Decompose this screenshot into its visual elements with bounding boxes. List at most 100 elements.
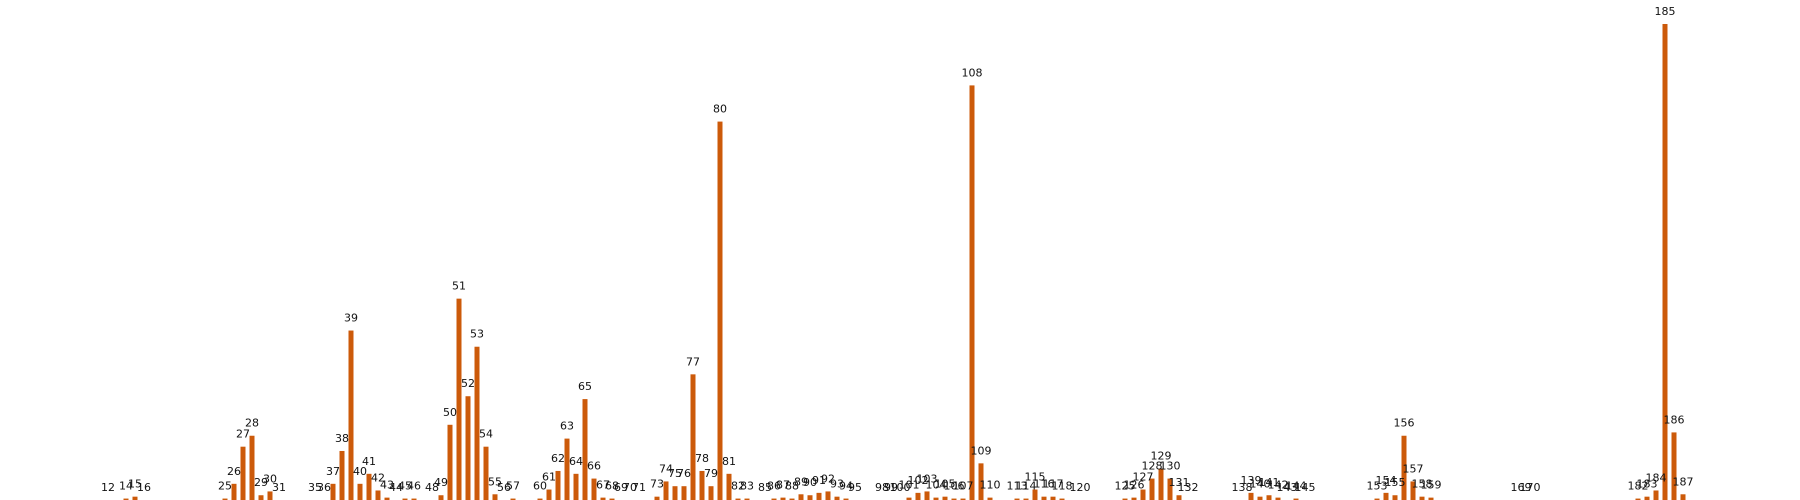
bar-83 (744, 498, 750, 500)
bar-157 (1410, 481, 1416, 500)
bar-78 (699, 470, 705, 500)
bar-26 (231, 483, 237, 500)
bar-label-155: 155 (1385, 476, 1406, 489)
bar-103 (924, 491, 930, 500)
bar-label-64: 64 (569, 455, 583, 468)
bar-73 (654, 496, 660, 500)
bar-108 (969, 85, 975, 500)
bar-label-127: 127 (1133, 471, 1154, 484)
bar-label-184: 184 (1646, 471, 1667, 484)
bar-label-14: 14 (119, 480, 133, 493)
bar-label-79: 79 (704, 467, 718, 480)
bar-140 (1257, 496, 1263, 500)
bar-label-157: 157 (1403, 462, 1424, 475)
bar-155 (1392, 495, 1398, 500)
bar-label-130: 130 (1160, 460, 1181, 473)
bar-92 (825, 491, 831, 500)
bar-label-48: 48 (425, 481, 439, 494)
bar-102 (915, 492, 921, 500)
bar-label-60: 60 (533, 480, 547, 493)
bar-label-70: 70 (623, 481, 637, 494)
bar-label-104: 104 (926, 479, 947, 492)
bar-label-85: 85 (758, 481, 772, 494)
bar-label-183: 183 (1637, 478, 1658, 491)
bar-130 (1167, 478, 1173, 500)
bar-label-55: 55 (488, 475, 502, 488)
bar-153 (1374, 498, 1380, 500)
bar-label-25: 25 (218, 480, 232, 493)
bar-label-141: 141 (1259, 476, 1280, 489)
bar-25 (222, 498, 228, 500)
bar-76 (681, 486, 687, 500)
bar-label-80: 80 (713, 103, 727, 116)
bar-label-145: 145 (1295, 481, 1316, 494)
bar-52 (465, 396, 471, 500)
bar-54 (483, 446, 489, 500)
bar-label-54: 54 (479, 428, 493, 441)
bar-41 (366, 473, 372, 500)
bar-label-154: 154 (1376, 474, 1397, 487)
bar-label-73: 73 (650, 478, 664, 491)
bar-139 (1248, 492, 1254, 500)
bar-label-30: 30 (263, 472, 277, 485)
bar-label-93: 93 (830, 478, 844, 491)
bar-label-67: 67 (596, 479, 610, 492)
bar-label-109: 109 (971, 444, 992, 457)
bar-label-102: 102 (908, 474, 929, 487)
bar-label-75: 75 (668, 467, 682, 480)
bar-label-103: 103 (917, 472, 938, 485)
bar-127 (1140, 489, 1146, 500)
bars-group (123, 24, 1686, 500)
bar-51 (456, 298, 462, 500)
bar-68 (609, 498, 615, 500)
bar-label-12: 12 (101, 481, 115, 494)
bar-label-129: 129 (1151, 450, 1172, 463)
bar-118 (1059, 498, 1065, 500)
bar-label-74: 74 (659, 462, 673, 475)
bar-label-187: 187 (1673, 475, 1694, 488)
bar-label-42: 42 (371, 471, 385, 484)
bar-label-37: 37 (326, 465, 340, 478)
bar-53 (474, 346, 480, 500)
bar-67 (600, 497, 606, 500)
bar-label-98: 98 (875, 481, 889, 494)
bar-label-78: 78 (695, 452, 709, 465)
bar-label-49: 49 (434, 476, 448, 489)
bar-131 (1176, 495, 1182, 500)
bar-49 (438, 495, 444, 500)
bar-87 (780, 497, 786, 500)
bar-label-182: 182 (1628, 480, 1649, 493)
bar-101 (906, 497, 912, 500)
bar-55 (492, 494, 498, 500)
bar-label-44: 44 (389, 481, 403, 494)
bar-label-92: 92 (821, 472, 835, 485)
bar-label-132: 132 (1178, 481, 1199, 494)
bar-label-158: 158 (1412, 478, 1433, 491)
bar-label-52: 52 (461, 377, 475, 390)
bar-label-107: 107 (953, 480, 974, 493)
bar-156 (1401, 435, 1407, 500)
bar-label-95: 95 (848, 481, 862, 494)
bar-144 (1293, 498, 1299, 500)
bar-154 (1383, 492, 1389, 500)
bar-43 (384, 497, 390, 500)
bar-label-66: 66 (587, 460, 601, 473)
bar-39 (348, 330, 354, 500)
bar-79 (708, 486, 714, 500)
bar-107 (960, 498, 966, 500)
bar-88 (789, 498, 795, 500)
bar-116 (1041, 496, 1047, 500)
bar-label-35: 35 (308, 481, 322, 494)
bar-label-38: 38 (335, 432, 349, 445)
bar-label-113: 113 (1007, 480, 1028, 493)
bar-46 (411, 498, 417, 500)
bar-label-71: 71 (632, 481, 646, 494)
bar-129 (1158, 468, 1164, 500)
bar-label-108: 108 (962, 66, 983, 79)
bar-64 (573, 473, 579, 500)
bar-label-128: 128 (1142, 460, 1163, 473)
bar-label-142: 142 (1268, 479, 1289, 492)
bar-label-110: 110 (980, 479, 1001, 492)
bar-label-45: 45 (398, 480, 412, 493)
bar-label-156: 156 (1394, 417, 1415, 430)
